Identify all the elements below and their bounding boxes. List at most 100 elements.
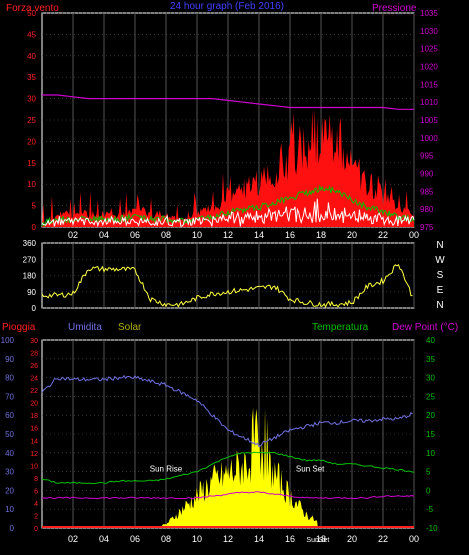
top-time-tick: 18 bbox=[316, 230, 326, 240]
direction-y-tick: 270 bbox=[23, 255, 37, 264]
bottom-time-tick: 02 bbox=[68, 534, 78, 544]
humidity-y-tick: 50 bbox=[5, 430, 14, 439]
wind-y-tick: 45 bbox=[27, 30, 36, 39]
temperature-y-tick: 15 bbox=[426, 430, 435, 439]
temperature-y-tick: 30 bbox=[426, 374, 435, 383]
rain-y-tick: 22 bbox=[30, 388, 38, 395]
bottom-time-tick: 16 bbox=[285, 534, 295, 544]
wind-green-series bbox=[41, 184, 415, 228]
bottom-time-tick: 10 bbox=[192, 534, 202, 544]
wind-y-tick: 40 bbox=[27, 52, 36, 61]
humidity-y-tick: 80 bbox=[5, 374, 14, 383]
compass-label: S bbox=[437, 270, 444, 281]
top-time-tick: 00 bbox=[409, 230, 419, 240]
bottom-time-tick: 20 bbox=[347, 534, 357, 544]
rain-y-tick: 4 bbox=[34, 501, 38, 508]
humidity-y-tick: 0 bbox=[10, 524, 15, 533]
direction-y-tick: 0 bbox=[32, 304, 37, 313]
direction-y-tick: 360 bbox=[23, 239, 37, 248]
temperature-y-tick: -10 bbox=[426, 524, 438, 533]
temperature-y-tick: 5 bbox=[426, 468, 431, 477]
rain-y-tick: 0 bbox=[34, 526, 38, 533]
pressure-y-tick: 990 bbox=[420, 170, 434, 179]
wind-y-tick: 0 bbox=[32, 223, 37, 232]
rain-y-tick: 18 bbox=[30, 413, 38, 420]
bottom-time-tick: 08 bbox=[161, 534, 171, 544]
pressure-y-tick: 1015 bbox=[420, 80, 438, 89]
wind-average-series bbox=[41, 198, 415, 228]
rain-y-tick: 14 bbox=[30, 438, 38, 445]
bottom-time-tick: 14 bbox=[254, 534, 264, 544]
bottom-time-tick: 06 bbox=[130, 534, 140, 544]
wind-y-tick: 20 bbox=[27, 137, 36, 146]
top-time-tick: 08 bbox=[161, 230, 171, 240]
compass-label: N bbox=[436, 240, 443, 251]
wind-direction-series bbox=[41, 264, 413, 309]
top-time-tick: 10 bbox=[192, 230, 202, 240]
wind-axis-label: Forza vento bbox=[6, 3, 59, 14]
pressure-y-tick: 980 bbox=[420, 205, 434, 214]
humidity-y-tick: 10 bbox=[5, 505, 14, 514]
sunset-axis-annotation: SunSet bbox=[306, 537, 329, 544]
rain-y-tick: 30 bbox=[30, 338, 38, 345]
temperature-y-tick: 35 bbox=[426, 355, 435, 364]
compass-label: E bbox=[437, 285, 444, 296]
rain-y-tick: 6 bbox=[34, 488, 38, 495]
wind-y-tick: 10 bbox=[27, 180, 36, 189]
rain-axis-label: Pioggia bbox=[2, 322, 36, 333]
wind-y-tick: 30 bbox=[27, 95, 36, 104]
sun-set-annotation: Sun Set bbox=[296, 465, 325, 474]
top-time-tick: 12 bbox=[223, 230, 233, 240]
rain-y-tick: 24 bbox=[30, 376, 38, 383]
solar-series bbox=[159, 407, 318, 528]
bottom-time-tick: 12 bbox=[223, 534, 233, 544]
temperature-series bbox=[41, 451, 415, 485]
direction-y-tick: 90 bbox=[27, 288, 36, 297]
humidity-axis-label: Umidita bbox=[68, 322, 102, 333]
temperature-y-tick: 20 bbox=[426, 411, 435, 420]
top-time-tick: 14 bbox=[254, 230, 264, 240]
humidity-y-tick: 70 bbox=[5, 392, 14, 401]
bottom-time-tick: 22 bbox=[378, 534, 388, 544]
chart-layers: 02 04 06 08 10 12 14 16 18 20 22 000510152025303540… bbox=[1, 9, 446, 544]
temperature-y-tick: 10 bbox=[426, 449, 435, 458]
top-time-tick: 04 bbox=[99, 230, 109, 240]
temperature-y-tick: -5 bbox=[426, 505, 434, 514]
dewpoint-series bbox=[41, 491, 415, 500]
pressure-y-tick: 1020 bbox=[420, 63, 438, 72]
sun-rise-annotation: Sun Rise bbox=[150, 465, 183, 474]
compass-label: N bbox=[436, 300, 443, 311]
pressure-y-tick: 1025 bbox=[420, 45, 438, 54]
temperature-y-tick: 25 bbox=[426, 392, 435, 401]
rain-y-tick: 2 bbox=[34, 513, 38, 520]
top-time-tick: 20 bbox=[347, 230, 357, 240]
pressure-y-tick: 1000 bbox=[420, 134, 438, 143]
bottom-time-tick: 18 bbox=[316, 534, 326, 544]
rain-y-tick: 8 bbox=[34, 476, 38, 483]
rain-y-tick: 16 bbox=[30, 426, 38, 433]
bottom-time-tick: 00 bbox=[409, 534, 419, 544]
top-time-tick: 02 bbox=[68, 230, 78, 240]
compass-label: W bbox=[435, 255, 445, 266]
pressure-y-tick: 1035 bbox=[420, 9, 438, 18]
humidity-y-tick: 30 bbox=[5, 468, 14, 477]
humidity-series bbox=[41, 374, 413, 448]
wind-y-tick: 15 bbox=[27, 159, 36, 168]
solar-axis-label: Solar bbox=[118, 322, 142, 333]
pressure-y-tick: 975 bbox=[420, 223, 434, 232]
rain-y-tick: 28 bbox=[30, 351, 38, 358]
humidity-y-tick: 20 bbox=[5, 486, 14, 495]
direction-y-tick: 180 bbox=[23, 272, 37, 281]
top-time-tick: 16 bbox=[285, 230, 295, 240]
rain-y-tick: 26 bbox=[30, 363, 38, 370]
wind-y-tick: 35 bbox=[27, 73, 36, 82]
humidity-y-tick: 90 bbox=[5, 355, 14, 364]
pressure-y-tick: 995 bbox=[420, 152, 434, 161]
pressure-y-tick: 1010 bbox=[420, 98, 438, 107]
wind-y-tick: 5 bbox=[32, 202, 37, 211]
pressure-y-tick: 985 bbox=[420, 187, 434, 196]
top-time-tick: 22 bbox=[378, 230, 388, 240]
temperature-y-tick: 0 bbox=[426, 486, 431, 495]
pressure-series bbox=[42, 94, 414, 110]
